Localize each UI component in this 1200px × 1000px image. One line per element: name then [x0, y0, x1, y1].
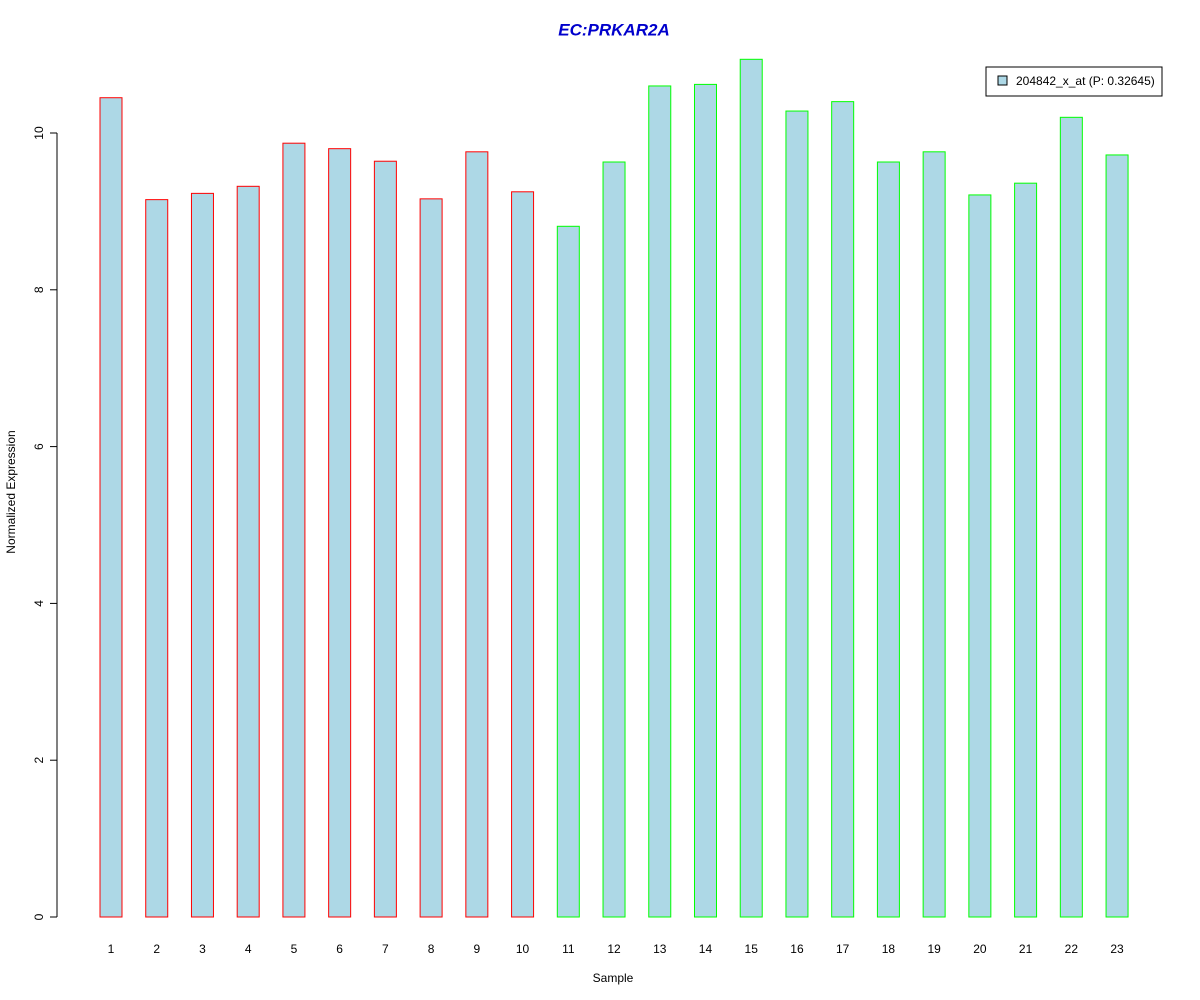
x-tick-label: 18	[882, 942, 896, 956]
bar	[693, 83, 717, 918]
bar	[465, 151, 489, 918]
x-tick-label: 16	[790, 942, 804, 956]
legend-box	[985, 66, 1163, 97]
bar	[1059, 116, 1083, 918]
x-tick-label: 9	[473, 942, 480, 956]
bar	[968, 194, 992, 918]
bar	[236, 185, 260, 918]
x-tick-label: 20	[973, 942, 987, 956]
y-tick-label: 6	[32, 443, 46, 450]
x-tick-label: 15	[745, 942, 759, 956]
x-tick-label: 11	[562, 942, 575, 956]
x-tick-label: 3	[199, 942, 206, 956]
x-tick-label: 17	[836, 942, 850, 956]
bar	[328, 148, 352, 918]
x-tick-label: 12	[607, 942, 621, 956]
legend-swatch	[997, 75, 1008, 86]
bar	[602, 161, 626, 918]
x-tick-label: 10	[516, 942, 530, 956]
bar	[99, 97, 123, 918]
legend-label: 204842_x_at (P: 0.32645)	[1016, 74, 1155, 88]
bar	[282, 142, 306, 918]
bar	[922, 151, 946, 918]
bar	[1014, 182, 1038, 918]
bar	[419, 198, 443, 918]
x-tick-label: 14	[699, 942, 713, 956]
y-tick-label: 0	[32, 913, 46, 920]
x-tick-label: 8	[428, 942, 435, 956]
bar	[1105, 154, 1129, 918]
bar	[739, 58, 763, 918]
y-tick-label: 8	[32, 286, 46, 293]
bar	[876, 161, 900, 918]
y-axis-title: Normalized Expression	[4, 430, 18, 553]
bar	[511, 191, 535, 918]
x-axis-title: Sample	[593, 971, 634, 985]
bar	[831, 101, 855, 918]
x-tick-label: 22	[1065, 942, 1079, 956]
x-tick-label: 7	[382, 942, 389, 956]
y-tick-label: 10	[32, 126, 46, 140]
bar	[190, 192, 214, 918]
x-tick-label: 2	[153, 942, 160, 956]
x-tick-label: 13	[653, 942, 667, 956]
bar	[556, 225, 580, 918]
y-tick-label: 2	[32, 757, 46, 764]
x-tick-label: 5	[291, 942, 298, 956]
x-tick-label: 23	[1110, 942, 1124, 956]
bar	[648, 85, 672, 918]
x-tick-label: 6	[336, 942, 343, 956]
x-tick-label: 4	[245, 942, 252, 956]
bar	[145, 199, 169, 918]
y-tick-label: 4	[32, 600, 46, 607]
chart-title: EC:PRKAR2A	[558, 20, 669, 39]
x-tick-label: 19	[927, 942, 941, 956]
bar	[785, 110, 809, 918]
x-tick-label: 21	[1019, 942, 1033, 956]
x-tick-label: 1	[108, 942, 115, 956]
bar	[373, 160, 397, 918]
